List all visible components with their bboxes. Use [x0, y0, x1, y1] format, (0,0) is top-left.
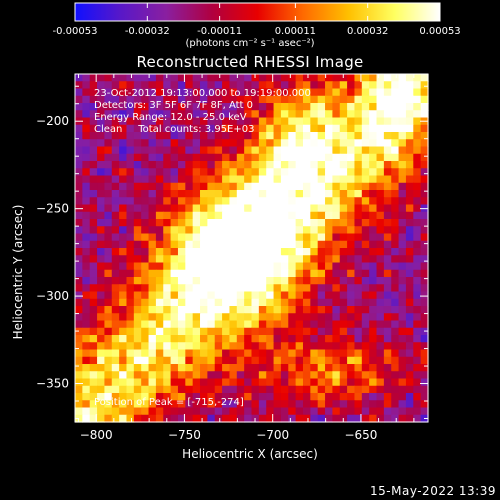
y-tick-label: −250: [36, 202, 69, 216]
colorbar-tick-label: -0.00032: [125, 26, 170, 37]
annotation-detectors: Detectors: 3F 5F 6F 7F 8F, Att 0: [94, 100, 254, 111]
x-tick-label: −700: [256, 428, 289, 442]
x-tick-label: −650: [344, 428, 377, 442]
timestamp: 15-May-2022 13:39: [370, 484, 496, 498]
x-tick-label: −800: [80, 428, 113, 442]
annotation-clean-counts: Clean Total counts: 3.95E+03: [94, 124, 255, 135]
plot-frame: [74, 73, 429, 423]
colorbar-tick-label: 0.00011: [275, 26, 316, 37]
colorbar-tick-label: 0.00053: [419, 26, 460, 37]
y-axis-label: Heliocentric Y (arcsec): [11, 204, 25, 340]
heatmap-image: [75, 74, 429, 423]
y-tick-label: −300: [36, 289, 69, 303]
y-tick-label: −350: [36, 377, 69, 391]
x-tick-label: −750: [168, 428, 201, 442]
colorbar-tick-label: 0.00032: [347, 26, 388, 37]
colorbar-tick-label: -0.00053: [53, 26, 98, 37]
annotation-energy-range: Energy Range: 12.0 - 25.0 keV: [94, 112, 247, 123]
colorbar-gradient: [74, 2, 441, 22]
y-tick-label: −200: [36, 114, 69, 128]
x-axis-label: Heliocentric X (arcsec): [182, 447, 318, 461]
peak-position-label: Position of Peak = [-715,-274]: [94, 397, 244, 408]
colorbar-tick-label: -0.00011: [197, 26, 242, 37]
chart-title: Reconstructed RHESSI Image: [136, 53, 364, 71]
annotation-time-range: 23-Oct-2012 19:13:00.000 to 19:19:00.000: [94, 88, 311, 99]
colorbar-unit-label: (photons cm⁻² s⁻¹ asec⁻²): [185, 38, 315, 49]
